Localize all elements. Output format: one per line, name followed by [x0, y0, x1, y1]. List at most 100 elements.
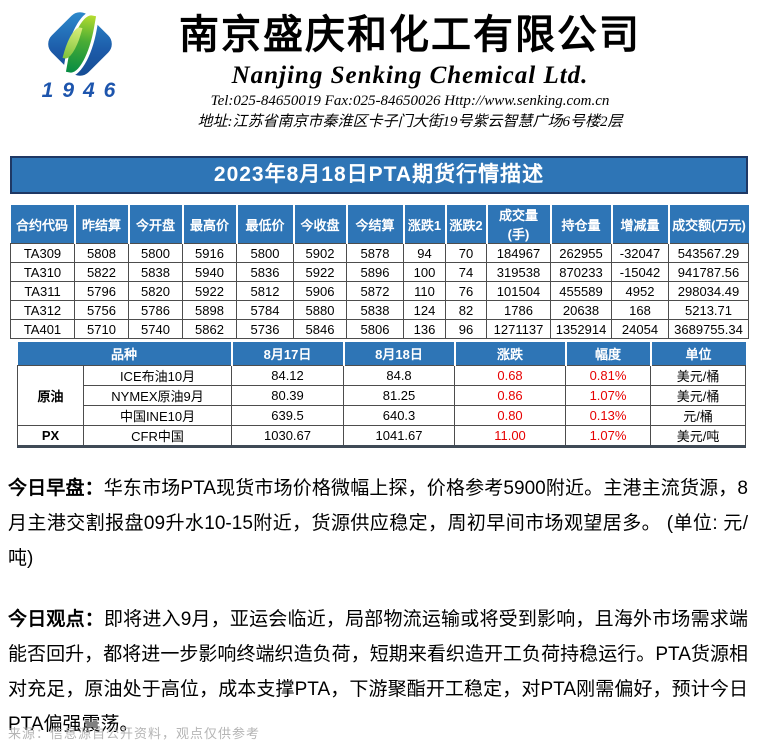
futures-body: TA309 5808 5800 5916 5800 5902 5878 94 70 184967 2… [10, 243, 749, 339]
view-paragraph: 今日观点：即将进入9月，亚运会临近，局部物流运输或将受到影响，且海外市场需求端能… [8, 602, 748, 742]
cell: 81.25 [343, 384, 456, 406]
cell: 640.3 [343, 404, 456, 426]
column-header: 今结算 [345, 205, 404, 244]
cell: 5872 [346, 281, 404, 301]
view-label: 今日观点： [8, 608, 104, 630]
futures-header-row: 合约代码 昨结算 今开盘 最高价 最低价 今收盘 今结算 涨跌1 涨跌2 成交量(手) 持仓量 增减量… [10, 205, 749, 244]
cell: 1786 [486, 300, 551, 320]
column-header: 8月17日 [230, 342, 344, 365]
cell: 5878 [346, 243, 404, 263]
cell: 184967 [486, 243, 551, 263]
cell: TA401 [10, 319, 75, 339]
cell: 5812 [236, 281, 294, 301]
unit-cell: 美元/吨 [650, 424, 747, 447]
cell: 1030.67 [231, 424, 345, 447]
company-contact-line: Tel:025-84650019 Fax:025-84650026 Http:/… [210, 93, 610, 109]
cell: 319538 [486, 262, 551, 282]
cell: 84.8 [343, 364, 456, 386]
table-row: TA311 5796 5820 5922 5812 5906 5872 110 76 101504… [10, 281, 749, 301]
column-header: 品种 [17, 342, 232, 365]
cell: 639.5 [231, 404, 345, 426]
cell: 82 [445, 300, 487, 320]
pta-futures-table: 合约代码 昨结算 今开盘 最高价 最低价 今收盘 今结算 涨跌1 涨跌2 成交量(手) 持仓量 增减量… [10, 205, 749, 339]
table-row: 中国INE10月 639.5 640.3 0.80 0.13% 元/桶 [18, 404, 747, 426]
column-header: 今收盘 [292, 205, 347, 244]
unit-cell: 元/桶 [650, 404, 747, 426]
cell: 870233 [550, 262, 612, 282]
market-header-row: 品种 8月17日 8月18日 涨跌 幅度 单位 [17, 342, 746, 365]
change-cell: 0.80 [454, 404, 567, 426]
cell: 5922 [293, 262, 347, 282]
cell: 298034.49 [668, 281, 749, 301]
cell: 24054 [611, 319, 669, 339]
cell: 5940 [182, 262, 237, 282]
cell: 5916 [182, 243, 237, 263]
column-header: 涨跌 [453, 342, 566, 365]
company-logo: 1946 [30, 7, 130, 103]
cell: 100 [403, 262, 446, 282]
column-header: 幅度 [564, 342, 651, 365]
cell: 5808 [74, 243, 129, 263]
cell: 5740 [128, 319, 183, 339]
company-address-line: 地址:江苏省南京市秦淮区卡子门大街19号紫云智慧广场6号楼2层 [197, 114, 623, 130]
cell: -32047 [611, 243, 669, 263]
pct-cell: 1.07% [565, 384, 652, 406]
column-header: 昨结算 [73, 205, 129, 244]
product-cell: 中国INE10月 [82, 404, 233, 426]
cell: 5838 [346, 300, 404, 320]
change-cell: 11.00 [454, 424, 567, 447]
change-cell: 0.86 [454, 384, 567, 406]
cell: 5213.71 [668, 300, 749, 320]
source-note: 来源：信息源自公开资料，观点仅供参考 [8, 726, 261, 741]
pct-cell: 0.13% [565, 404, 652, 426]
cell: 5756 [74, 300, 129, 320]
logo-year: 1946 [41, 79, 125, 102]
cell: 5822 [74, 262, 129, 282]
cell: 80.39 [231, 384, 345, 406]
pct-cell: 0.81% [565, 364, 652, 386]
group-cell: 原油 [17, 364, 84, 426]
product-cell: NYMEX原油9月 [82, 384, 233, 406]
cell: 5880 [293, 300, 347, 320]
cell: 101504 [486, 281, 551, 301]
company-header: 1946 南京盛庆和化工有限公司 Nanjing Senking Chemica… [0, 0, 758, 148]
company-info: 南京盛庆和化工有限公司 Nanjing Senking Chemical Ltd… [128, 10, 692, 133]
cell: 262955 [550, 243, 612, 263]
column-header: 成交额(万元) [667, 205, 749, 244]
cell: 5806 [346, 319, 404, 339]
company-name-en: Nanjing Senking Chemical Ltd. [231, 62, 589, 89]
column-header: 涨跌2 [444, 205, 487, 244]
cell: 5898 [182, 300, 237, 320]
company-name-cn: 南京盛庆和化工有限公司 [179, 12, 641, 57]
cell: TA310 [10, 262, 75, 282]
cell: 941787.56 [668, 262, 749, 282]
cell: 70 [445, 243, 487, 263]
cell: 124 [403, 300, 446, 320]
table-row: TA309 5808 5800 5916 5800 5902 5878 94 70 184967 2… [10, 243, 749, 263]
column-header: 合约代码 [10, 205, 75, 244]
cell: 5838 [128, 262, 183, 282]
cell: 168 [611, 300, 669, 320]
cell: 5896 [346, 262, 404, 282]
column-header: 最低价 [235, 205, 294, 244]
cell: 5902 [293, 243, 347, 263]
report-title: 2023年8月18日PTA期货行情描述 [213, 163, 545, 186]
cell: 4952 [611, 281, 669, 301]
cell: 74 [445, 262, 487, 282]
cell: 5710 [74, 319, 129, 339]
market-body: 原油 ICE布油10月 84.12 84.8 0.68 0.81% 美元/桶 NYMEX原油9… [17, 364, 747, 447]
column-header: 单位 [649, 342, 746, 365]
table-row: 原油 ICE布油10月 84.12 84.8 0.68 0.81% 美元/桶 [17, 364, 747, 426]
cell: 3689755.34 [668, 319, 749, 339]
cell: 5796 [74, 281, 129, 301]
table-row: NYMEX原油9月 80.39 81.25 0.86 1.07% 美元/桶 [18, 384, 747, 406]
cell: 136 [403, 319, 446, 339]
cell: 84.12 [231, 364, 345, 386]
cell: 5906 [293, 281, 347, 301]
cell: TA311 [10, 281, 75, 301]
table-row: TA310 5822 5838 5940 5836 5922 5896 100 74 319538… [10, 262, 749, 282]
product-cell: ICE布油10月 [82, 364, 233, 386]
cell: 1271137 [486, 319, 551, 339]
morning-report-text: 华东市场PTA现货市场价格微幅上探，价格参考5900附近。主港主流货源，8月主港… [8, 477, 748, 569]
